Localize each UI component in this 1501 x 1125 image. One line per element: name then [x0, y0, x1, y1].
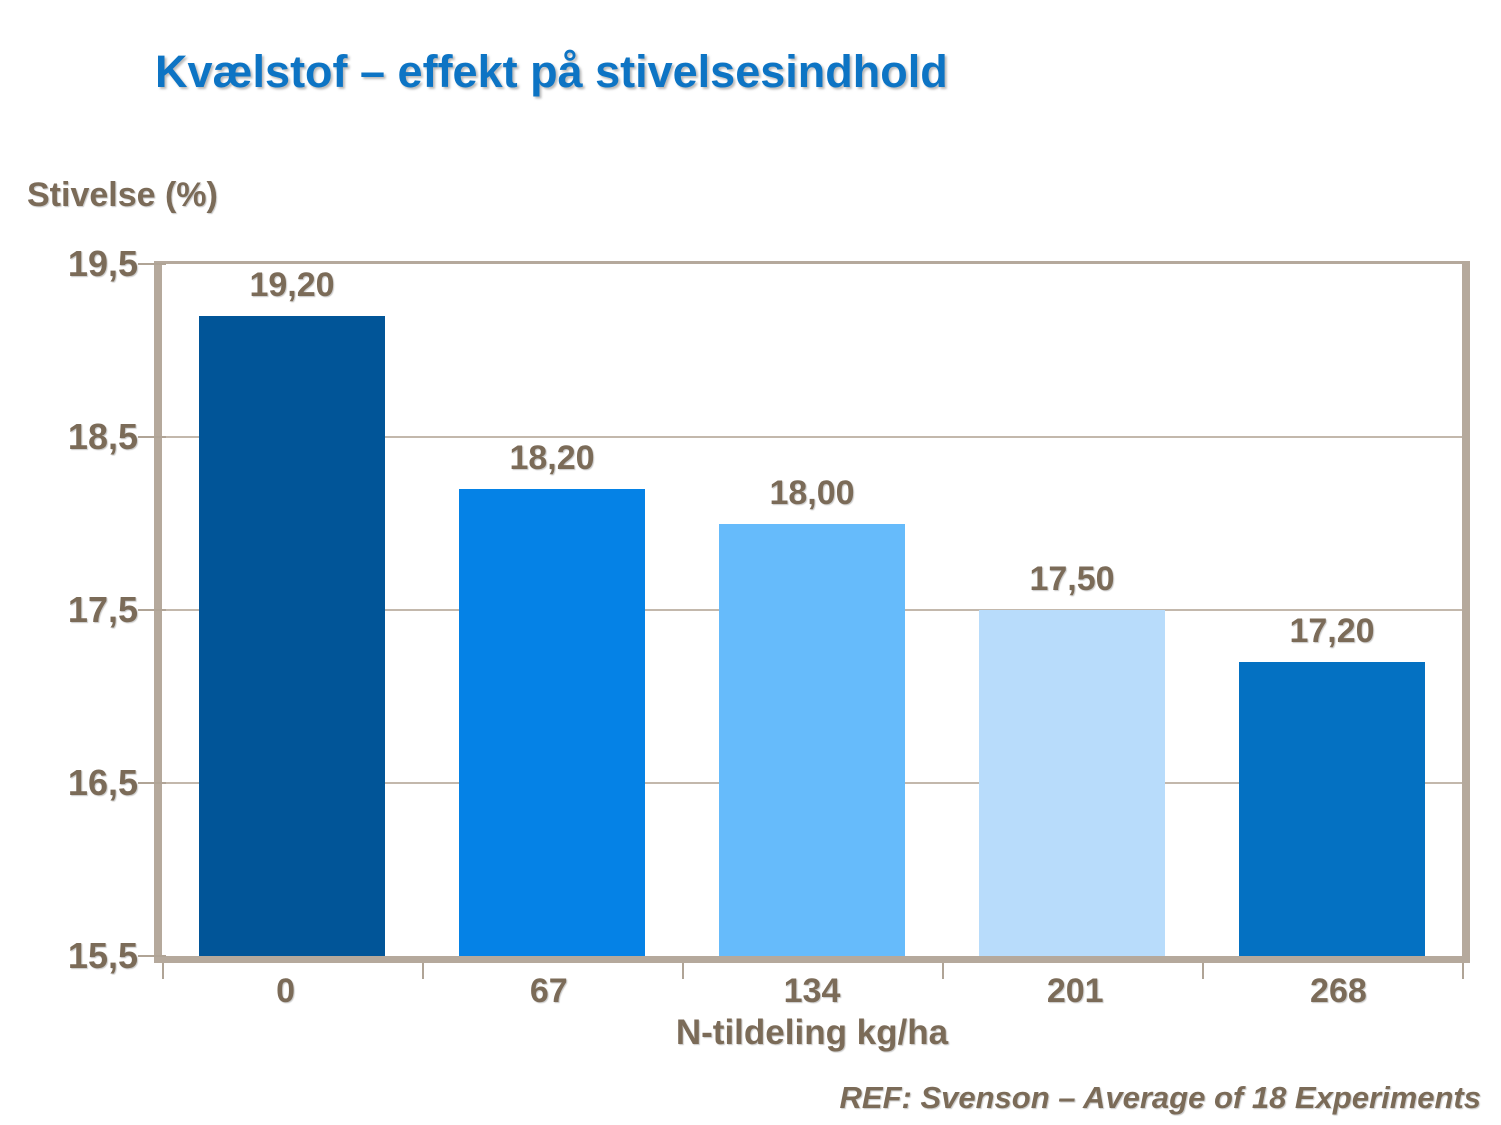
- bar-value-label: 18,00: [769, 473, 855, 512]
- y-tick-label: 17,5: [67, 589, 138, 630]
- y-axis-title: Stivelse (%): [27, 176, 218, 214]
- x-tick-mark: [162, 963, 164, 979]
- x-axis-title: N-tildeling kg/ha: [675, 1013, 949, 1052]
- x-category-label: 67: [529, 972, 568, 1010]
- x-category-label: 134: [783, 972, 841, 1010]
- y-tick-label: 19,5: [67, 243, 138, 284]
- bar-value-label: 17,50: [1029, 560, 1115, 598]
- x-tick-mark: [1462, 963, 1464, 979]
- y-tick-mark: [138, 609, 166, 611]
- x-category-label: 0: [276, 972, 296, 1010]
- x-tick-mark: [1202, 963, 1204, 979]
- slide-title: Kvælstof – effekt på stivelsesindhold: [155, 46, 948, 97]
- bar-series: 19,20 18,20 18,00 17,50 17,20: [162, 264, 1462, 956]
- gridline: [162, 436, 1462, 438]
- bar-value-label: 19,20: [249, 265, 335, 304]
- bar-value-label: 18,20: [509, 438, 595, 477]
- x-tick-mark: [682, 963, 684, 979]
- x-tick-mark: [422, 963, 424, 979]
- bar: [979, 610, 1165, 956]
- bar-cell: 18,00: [682, 264, 942, 956]
- bar: [459, 488, 645, 956]
- y-tick-mark: [138, 436, 166, 438]
- bar: [719, 523, 905, 956]
- y-tick-label: 16,5: [67, 762, 138, 803]
- x-tick-mark: [942, 963, 944, 979]
- y-tick-mark: [138, 263, 166, 265]
- y-tick-mark: [138, 782, 166, 784]
- bar-cell: 18,20: [422, 264, 682, 956]
- bar: [199, 315, 385, 956]
- y-tick-mark: [138, 955, 166, 957]
- x-category-labels: 0 67 134 201 268: [154, 972, 1470, 1011]
- y-tick-label: 18,5: [67, 416, 138, 457]
- bar-cell: 19,20: [162, 264, 422, 956]
- x-category-label: 268: [1310, 972, 1367, 1010]
- plot-area: 19,20 18,20 18,00 17,50 17,20: [154, 261, 1470, 963]
- bar-cell: 17,20: [1202, 264, 1462, 956]
- bar-cell: 17,50: [942, 264, 1202, 956]
- bar: [1239, 661, 1425, 956]
- y-tick-label: 15,5: [67, 935, 138, 976]
- x-category-label: 201: [1046, 972, 1104, 1010]
- footer-reference: REF: Svenson – Average of 18 Experiments: [839, 1080, 1481, 1115]
- bar-value-label: 17,20: [1289, 611, 1375, 650]
